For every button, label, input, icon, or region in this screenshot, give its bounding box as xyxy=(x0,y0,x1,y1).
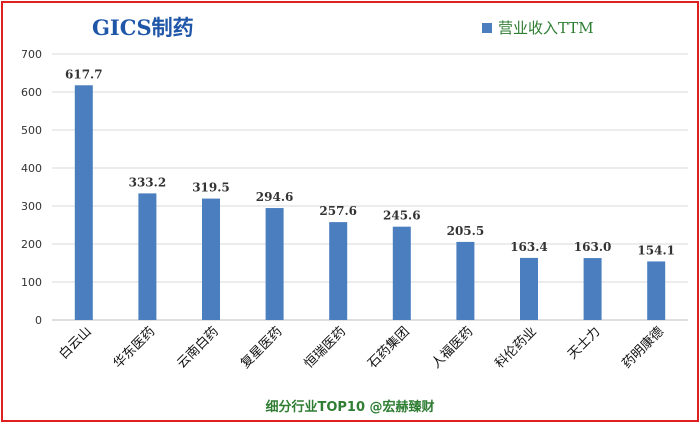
bar xyxy=(392,226,411,320)
data-label: 294.6 xyxy=(256,190,294,204)
bar xyxy=(647,261,666,320)
bar xyxy=(456,241,475,320)
legend-swatch-icon xyxy=(482,22,492,33)
data-label: 333.2 xyxy=(129,175,167,189)
bar xyxy=(520,257,538,320)
y-tick-label: 600 xyxy=(21,86,42,99)
x-tick-label: 天士力 xyxy=(565,324,603,362)
bar xyxy=(329,222,348,320)
y-tick-label: 100 xyxy=(21,276,42,289)
data-label: 245.6 xyxy=(383,209,421,223)
x-tick-label: 恒瑞医药 xyxy=(302,324,349,371)
chart-legend: 营业收入TTM xyxy=(482,17,594,38)
x-tick-label: 白云山 xyxy=(56,324,95,363)
chart-title: GICS制药 xyxy=(92,15,194,40)
x-tick-label: 药明康德 xyxy=(619,324,667,372)
data-label: 257.6 xyxy=(319,204,357,218)
y-tick-label: 500 xyxy=(21,124,42,137)
legend-label: 营业收入TTM xyxy=(498,19,594,37)
bar xyxy=(265,208,284,320)
y-tick-label: 0 xyxy=(35,314,42,327)
footer-caption: 细分行业TOP10 @宏赫臻财 xyxy=(265,400,435,415)
x-tick-label: 复星医药 xyxy=(238,324,285,371)
data-label: 163.4 xyxy=(510,240,548,254)
data-label: 154.1 xyxy=(637,243,675,257)
bar xyxy=(202,198,220,320)
x-tick-label: 人福医药 xyxy=(429,324,476,371)
bar xyxy=(74,85,93,320)
data-label: 617.7 xyxy=(65,67,103,81)
bar xyxy=(583,258,602,320)
y-tick-label: 200 xyxy=(21,238,42,251)
x-tick-label: 石药集团 xyxy=(365,324,413,372)
data-label: 163.0 xyxy=(574,240,612,254)
x-tick-label: 云南白药 xyxy=(174,324,222,372)
data-label: 319.5 xyxy=(192,181,230,195)
x-tick-label: 华东医药 xyxy=(111,324,158,371)
y-tick-label: 400 xyxy=(21,162,42,175)
bar xyxy=(138,193,157,320)
y-tick-label: 700 xyxy=(21,48,42,61)
x-tick-label: 科伦药业 xyxy=(492,324,539,371)
data-label: 205.5 xyxy=(447,224,485,238)
y-tick-label: 300 xyxy=(21,200,42,213)
